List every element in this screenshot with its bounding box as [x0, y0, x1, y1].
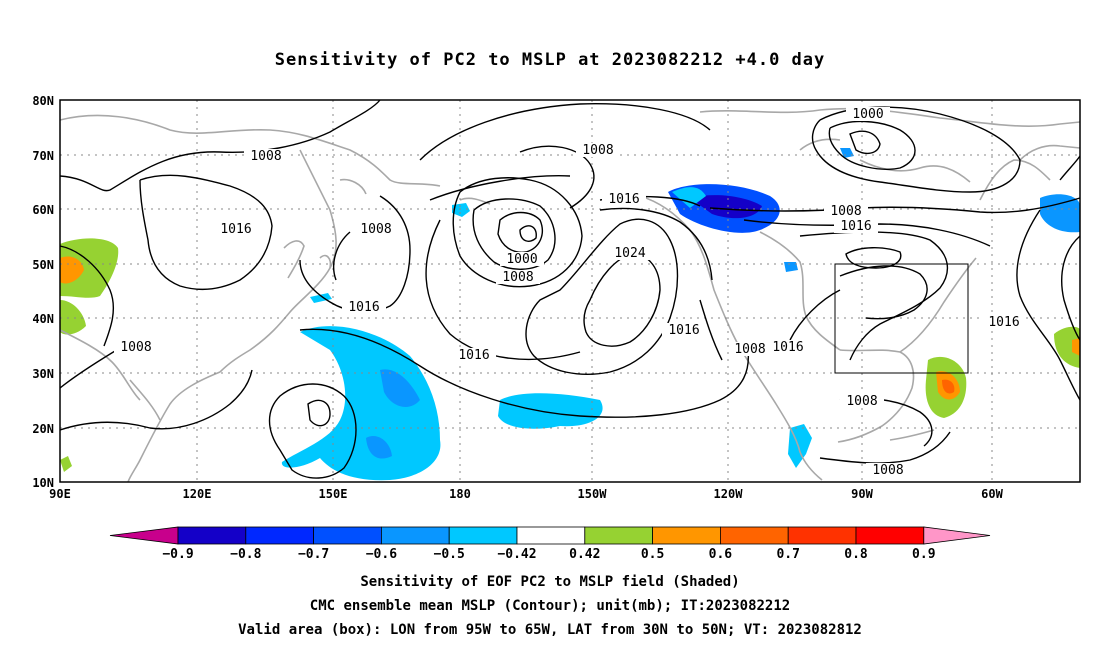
lat-label: 60N: [32, 203, 54, 217]
shade-pos-atlantic-core2: [942, 379, 955, 394]
colorbar-tick-label: 0.6: [709, 547, 733, 562]
shade-neg-central-pacific: [498, 393, 603, 429]
colorbar-tick-label: 0.5: [641, 547, 664, 562]
footer-line-3: Valid area (box): LON from 95W to 65W, L…: [238, 622, 862, 638]
lon-label: 180: [449, 487, 471, 501]
contour-label: 1008: [830, 204, 861, 219]
colorbar: −0.9 −0.8 −0.7 −0.6 −0.5 −0.42 0.42 0.5 0.6 0.7 0.…: [109, 526, 991, 562]
colorbar-tick-label: −0.5: [434, 547, 465, 562]
contour-label: 1016: [608, 192, 639, 207]
contour-label: 1016: [840, 219, 871, 234]
colorbar-tick-label: 0.7: [776, 547, 799, 562]
colorbar-segment: [516, 526, 586, 545]
lon-label: 120W: [714, 487, 744, 501]
colorbar-tick-label: −0.42: [497, 547, 536, 562]
contour-label: 1016: [220, 222, 251, 237]
contour-label: 1016: [348, 300, 379, 315]
contour-label: 1008: [502, 270, 533, 285]
shade-pos-spot-1: [60, 456, 72, 472]
colorbar-segment: [787, 526, 857, 545]
latitude-labels: 80N 70N 60N 50N 40N 30N 20N 10N: [32, 94, 54, 490]
contour-label: 1008: [360, 222, 391, 237]
shade-pos-india: [60, 238, 119, 298]
lat-label: 50N: [32, 258, 54, 272]
lat-label: 10N: [32, 476, 54, 490]
lon-label: 150W: [578, 487, 608, 501]
lat-label: 40N: [32, 312, 54, 326]
colorbar-segment: [855, 526, 925, 545]
lat-label: 70N: [32, 149, 54, 163]
colorbar-segment: [313, 526, 382, 545]
lat-label: 30N: [32, 367, 54, 381]
colorbar-segment: [245, 526, 315, 545]
shade-pos-india-core: [60, 256, 84, 284]
shade-neg-spot-4: [784, 262, 798, 272]
colorbar-tick-label: 0.9: [912, 547, 935, 562]
mslp-contours: [59, 99, 1081, 479]
colorbar-segment: [652, 526, 721, 545]
shade-neg-gulf-alaska-edge: [672, 187, 706, 208]
lon-label: 90W: [851, 487, 873, 501]
lon-label: 90E: [49, 487, 71, 501]
lat-label: 80N: [32, 94, 54, 108]
contour-label: 1008: [734, 342, 765, 357]
shade-neg-spot-3: [840, 148, 854, 158]
contour-label: 1016: [772, 340, 803, 355]
footer-line-1: Sensitivity of EOF PC2 to MSLP field (Sh…: [360, 574, 740, 590]
contour-label: 1000: [852, 107, 883, 122]
shade-pos-east-atlantic-core: [1072, 338, 1080, 356]
colorbar-tick-label: 0.8: [844, 547, 868, 562]
colorbar-arrow-low: [109, 526, 179, 545]
map-panel: 1008 1008 1016 1008 1016 1008 1016 1000 …: [59, 99, 1081, 483]
lon-label: 60W: [981, 487, 1003, 501]
footer-line-2: CMC ensemble mean MSLP (Contour); unit(m…: [309, 598, 791, 614]
contour-label: 1008: [250, 149, 281, 164]
lon-label: 120E: [183, 487, 212, 501]
sensitivity-shading: [60, 148, 1080, 481]
contour-label: 1024: [614, 246, 645, 261]
colorbar-segment: [720, 526, 789, 545]
colorbar-segment: [177, 526, 247, 545]
colorbar-tick-label: −0.8: [230, 547, 261, 562]
contour-label: 1000: [506, 252, 537, 267]
contour-label: 1008: [582, 143, 613, 158]
colorbar-tick-label: 0.42: [569, 547, 600, 562]
shade-neg-spot-1: [452, 203, 470, 217]
colorbar-segment: [380, 526, 450, 545]
graticule: [60, 100, 1080, 482]
shade-pos-india-2: [60, 300, 86, 335]
shade-neg-gulf-alaska-core: [690, 195, 762, 219]
colorbar-tick-label: −0.9: [162, 547, 193, 562]
shade-pos-east-atlantic: [1054, 326, 1080, 368]
lat-label: 20N: [32, 422, 54, 436]
contour-label: 1016: [988, 315, 1019, 330]
contour-label: 1008: [872, 463, 903, 478]
colorbar-arrow-high: [923, 526, 991, 545]
colorbar-tick-label: −0.7: [298, 547, 329, 562]
longitude-labels: 90E 120E 150E 180 150W 120W 90W 60W: [49, 487, 1003, 501]
contour-label: 1016: [668, 323, 699, 338]
contour-label: 1016: [458, 348, 489, 363]
colorbar-segment: [448, 526, 518, 545]
shade-neg-west-pacific: [281, 326, 441, 481]
map-title: Sensitivity of PC2 to MSLP at 2023082212…: [274, 50, 826, 70]
contour-label: 1008: [120, 340, 151, 355]
shade-neg-spot-2: [310, 293, 332, 303]
colorbar-tick-label: −0.6: [366, 547, 397, 562]
shade-neg-atlantic: [1040, 194, 1080, 233]
contour-labels: 1008 1008 1016 1008 1016 1008 1016 1000 …: [114, 107, 1026, 478]
valid-area-box: [834, 263, 969, 374]
lon-label: 150E: [319, 487, 348, 501]
colorbar-segment: [584, 526, 653, 545]
shade-neg-west-pacific-core2: [366, 436, 392, 459]
shade-neg-west-pacific-core: [380, 369, 420, 407]
contour-label: 1008: [846, 394, 877, 409]
